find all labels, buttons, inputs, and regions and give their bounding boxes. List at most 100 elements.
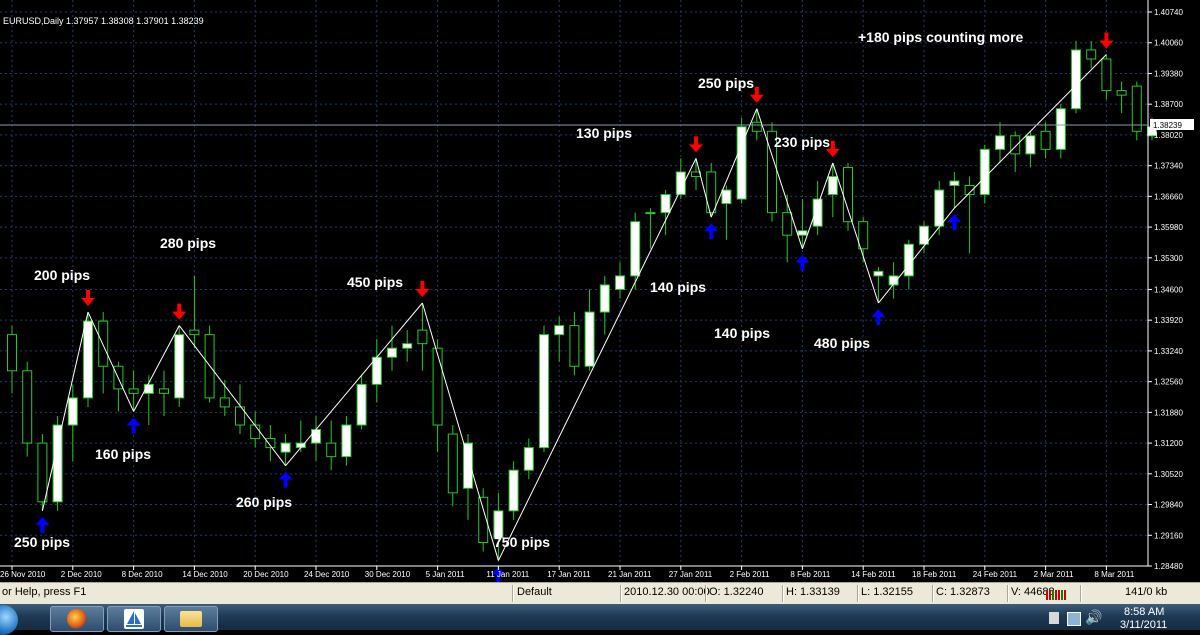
pip-annotation: 140 pips	[650, 279, 706, 295]
price-tick-label: 1.33920	[1154, 316, 1183, 325]
candle-bear	[7, 334, 17, 372]
price-chart[interactable]: 250 pips 200 pips 160 pips 280 pips 260 pips…	[0, 0, 1200, 582]
windows-taskbar: 🔊 8:58 AM 3/11/2011	[0, 604, 1200, 635]
tray-time[interactable]: 8:58 AM	[1124, 606, 1165, 618]
firefox-icon	[67, 609, 87, 629]
candle-bull	[797, 230, 808, 236]
status-divider	[705, 585, 707, 602]
candle-bear	[782, 212, 793, 236]
candle-bull	[675, 171, 686, 196]
zigzag-line	[756, 108, 803, 249]
candle-bear	[265, 438, 276, 449]
tray-network-icon[interactable]	[1067, 612, 1081, 626]
current-price-tag	[1150, 119, 1194, 131]
candle-bull	[463, 442, 473, 489]
price-tick-label: 1.32560	[1154, 378, 1183, 387]
time-tick-label: 8 Feb 2011	[790, 570, 830, 579]
candle-bull	[1025, 135, 1036, 155]
candle-bull	[539, 334, 549, 449]
candle-bear	[235, 406, 245, 426]
status-traffic: 141/0 kb	[1125, 586, 1168, 598]
price-tick-label: 1.36660	[1154, 192, 1183, 201]
chart-window[interactable]: 250 pips 200 pips 160 pips 280 pips 260 pips…	[0, 0, 1200, 582]
candle-bull	[52, 424, 63, 503]
price-tick-label: 1.28480	[1154, 562, 1183, 571]
volume-icon[interactable]: 🔊	[1085, 609, 1103, 625]
pip-annotation: 750 pips	[494, 534, 550, 550]
candle-bear	[1086, 49, 1097, 60]
buy-arrow-icon	[278, 471, 293, 488]
status-divider	[1080, 585, 1082, 602]
signal-arrows	[35, 32, 1114, 582]
zigzag-line	[133, 325, 180, 412]
time-tick-label: 11 Jan 2011	[486, 570, 529, 579]
sell-arrow-icon	[81, 290, 95, 307]
candle-bull	[660, 194, 671, 214]
candle-bear	[691, 171, 701, 177]
candle-bull	[812, 198, 823, 227]
time-tick-label: 8 Dec 2010	[122, 570, 163, 579]
candle-bull	[143, 383, 154, 394]
candle-bear	[569, 325, 580, 367]
zigzag-line	[497, 158, 697, 561]
tray-date[interactable]: 3/11/2011	[1120, 619, 1168, 631]
price-tick-label: 1.34600	[1154, 285, 1183, 294]
candle-bull	[995, 135, 1005, 150]
sell-arrow-icon	[749, 86, 764, 103]
candle-bear	[447, 433, 458, 494]
sell-arrow-icon	[1099, 32, 1114, 49]
zigzag-line	[178, 325, 286, 466]
start-button[interactable]	[0, 605, 18, 635]
candle-bull	[721, 189, 732, 205]
price-tick-label: 1.40740	[1154, 8, 1183, 17]
time-tick-label: 2 Feb 2011	[730, 570, 770, 579]
candle-bull	[1055, 108, 1066, 150]
pip-annotation: 130 pips	[576, 125, 632, 141]
pip-annotations: 250 pips 200 pips 160 pips 280 pips 260 pips…	[14, 29, 1024, 550]
candle-bull	[979, 148, 990, 196]
zigzag-line	[878, 207, 955, 304]
status-help: or Help, press F1	[2, 586, 87, 598]
buy-arrow-icon	[704, 223, 719, 240]
time-tick-label: 17 Jan 2011	[547, 570, 591, 579]
candle-bull	[356, 383, 367, 426]
time-tick-label: 8 Mar 2011	[1094, 570, 1134, 579]
pip-annotation: 260 pips	[236, 494, 292, 510]
status-divider	[620, 585, 622, 602]
candle-bull	[523, 447, 534, 471]
taskbar-explorer[interactable]	[164, 606, 218, 632]
candle-bull	[280, 442, 291, 453]
tray-flag-icon[interactable]	[1049, 612, 1059, 624]
price-tick-label: 1.29840	[1154, 501, 1183, 510]
candle-bull	[630, 221, 641, 277]
status-divider	[1007, 585, 1009, 602]
status-open: O: 1.32240	[709, 586, 764, 598]
buy-arrow-icon	[491, 566, 506, 582]
zigzag-line	[421, 302, 499, 561]
taskbar-firefox[interactable]	[50, 606, 104, 632]
price-axis: 1.40740 1.40060 1.39380 1.38700 1.38020 1.373…	[0, 0, 1194, 571]
taskbar-metatrader[interactable]	[107, 606, 161, 632]
candle-bear	[843, 166, 853, 223]
chart-grid	[0, 0, 1148, 567]
candle-bear	[1101, 58, 1112, 92]
candle-bull	[67, 397, 78, 426]
candle-bear	[706, 171, 717, 214]
candle-bull	[402, 343, 413, 349]
candle-bull	[615, 275, 625, 290]
buy-arrow-icon	[35, 516, 50, 533]
price-tick-label: 1.30520	[1154, 470, 1183, 479]
sell-arrow-icon	[415, 281, 430, 298]
zigzag-line	[954, 54, 1107, 209]
status-divider	[512, 585, 514, 602]
candle-bull	[645, 212, 656, 215]
candle-bear	[1116, 90, 1127, 96]
zigzag-line	[695, 158, 712, 218]
candle-bull	[387, 347, 397, 358]
candle-bear	[22, 370, 33, 444]
status-profile[interactable]: Default	[517, 586, 552, 598]
candle-bull	[554, 325, 565, 336]
pip-annotation: 280 pips	[160, 235, 216, 251]
candle-bull	[873, 270, 884, 277]
pip-annotation: 160 pips	[95, 446, 151, 462]
